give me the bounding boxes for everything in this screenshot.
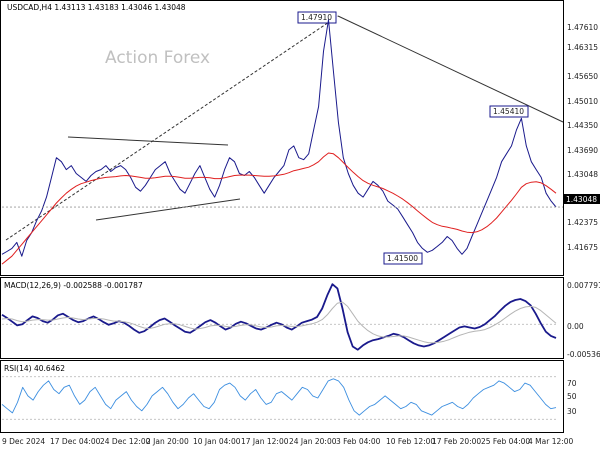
price-tick-label: 1.47610 [567, 23, 598, 32]
rsi-tick-label: 30 [567, 407, 577, 416]
watermark: Action Forex [105, 48, 210, 68]
price-series-usdcad-h4 [1, 19, 557, 257]
x-axis: 9 Dec 2024 17 Dec 04:00 24 Dec 12:00 2 J… [2, 437, 574, 446]
price-series-ma [1, 152, 557, 265]
descending-trendline [337, 15, 564, 123]
x-tick-label: 3 Feb 04:00 [336, 437, 381, 446]
price-tick-label: 1.45010 [567, 97, 598, 106]
price-tick-label: 1.46315 [567, 43, 598, 52]
annotation-high: 1.47910 [297, 11, 337, 24]
rsi-series-rsi [1, 378, 557, 416]
price-tick-label: 1.43690 [567, 146, 598, 155]
macd-series-macd [1, 283, 557, 351]
triangle-lower-line [95, 198, 241, 221]
x-tick-label: 4 Mar 12:00 [528, 437, 574, 446]
x-tick-label: 17 Dec 04:00 [50, 437, 101, 446]
x-tick-label: 17 Feb 20:00 [432, 437, 481, 446]
x-tick-label: 25 Feb 04:00 [481, 437, 530, 446]
x-tick-label: 10 Feb 12:00 [386, 437, 435, 446]
x-tick-label: 17 Jan 12:00 [241, 437, 289, 446]
price-tick-label: 1.45650 [567, 72, 598, 81]
current-price-marker [564, 194, 600, 204]
price-tick-label: 1.42375 [567, 218, 598, 227]
price-tick-label: 1.44350 [567, 121, 598, 130]
series-layer [1, 19, 563, 420]
x-tick-label: 2 Jan 20:00 [146, 437, 189, 446]
svg-text:1.41500: 1.41500 [387, 254, 418, 263]
rsi-label: RSI(14) 40.6462 [4, 364, 65, 373]
macd-label: MACD(12,26,9) -0.002588 -0.001787 [4, 281, 143, 290]
svg-text:1.45410: 1.45410 [493, 107, 524, 116]
symbol-header: USDCAD,H4 1.43113 1.43183 1.43046 1.4304… [7, 3, 186, 12]
x-tick-label: 24 Dec 12:00 [100, 437, 151, 446]
x-tick-label: 10 Jan 04:00 [193, 437, 241, 446]
triangle-upper-line [67, 136, 229, 146]
macd-panel [0, 277, 564, 359]
current-price-label: 1.43048 [566, 195, 597, 204]
rsi-panel [0, 360, 564, 433]
annotation-low: 1.41500 [383, 252, 423, 265]
x-tick-label: 9 Dec 2024 [2, 437, 45, 446]
price-panel [0, 0, 564, 276]
svg-text:1.47910: 1.47910 [301, 13, 332, 22]
macd-tick-label: 0.00 [567, 322, 584, 331]
rsi-tick-label: 70 [567, 379, 577, 388]
macd-tick-label: 0.007791 [567, 281, 600, 290]
rsi-tick-label: 50 [567, 392, 577, 401]
x-tick-label: 24 Jan 20:00 [289, 437, 337, 446]
price-tick-label: 1.41675 [567, 243, 598, 252]
price-tick-label: 1.43048 [567, 170, 598, 179]
macd-series-signal [1, 301, 557, 344]
dashed-trendline [5, 15, 339, 241]
annotation-swing-high: 1.45410 [489, 105, 529, 118]
